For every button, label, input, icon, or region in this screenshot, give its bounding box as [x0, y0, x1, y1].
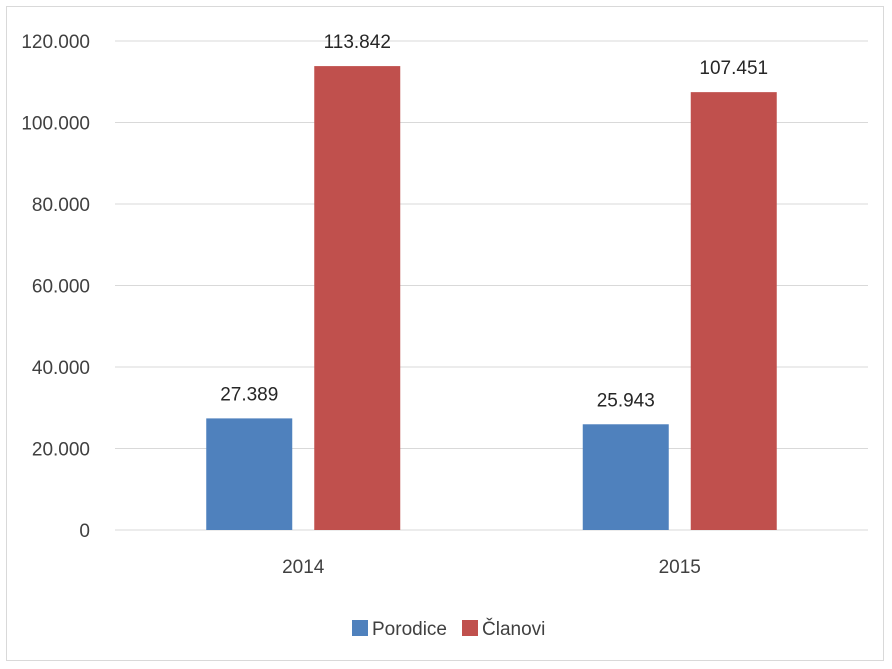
x-tick-label: 2015: [659, 557, 701, 578]
legend-swatch: [462, 620, 478, 636]
bar--lanovi-2015: [690, 92, 777, 530]
y-tick-label: 60.000: [32, 277, 90, 298]
bar-porodice-2015: [582, 424, 669, 530]
bar--lanovi-2014: [314, 66, 401, 531]
data-label: 107.451: [699, 58, 768, 79]
y-tick-label: 120.000: [21, 32, 90, 53]
data-label: 113.842: [324, 32, 391, 53]
bar-porodice-2014: [206, 418, 293, 530]
x-tick-label: 2014: [282, 557, 325, 578]
y-tick-label: 0: [79, 521, 90, 542]
legend-swatch: [352, 620, 368, 636]
legend: Porodice Članovi: [352, 618, 545, 640]
legend-label: Porodice: [372, 619, 447, 640]
data-labels: 27.389 113.842 25.943 107.451: [220, 32, 768, 411]
x-axis-tick-labels: 2014 2015: [282, 557, 701, 578]
data-label: 25.943: [597, 390, 655, 411]
y-axis-tick-labels: 0 20.000 40.000 60.000 80.000 100.000 120.000: [21, 32, 90, 542]
y-tick-label: 40.000: [32, 358, 90, 379]
y-tick-label: 80.000: [32, 195, 90, 216]
bars: [206, 66, 777, 531]
y-tick-label: 100.000: [21, 114, 90, 135]
y-tick-label: 20.000: [32, 440, 90, 461]
data-label: 27.389: [220, 384, 278, 405]
legend-label: Članovi: [482, 618, 545, 640]
